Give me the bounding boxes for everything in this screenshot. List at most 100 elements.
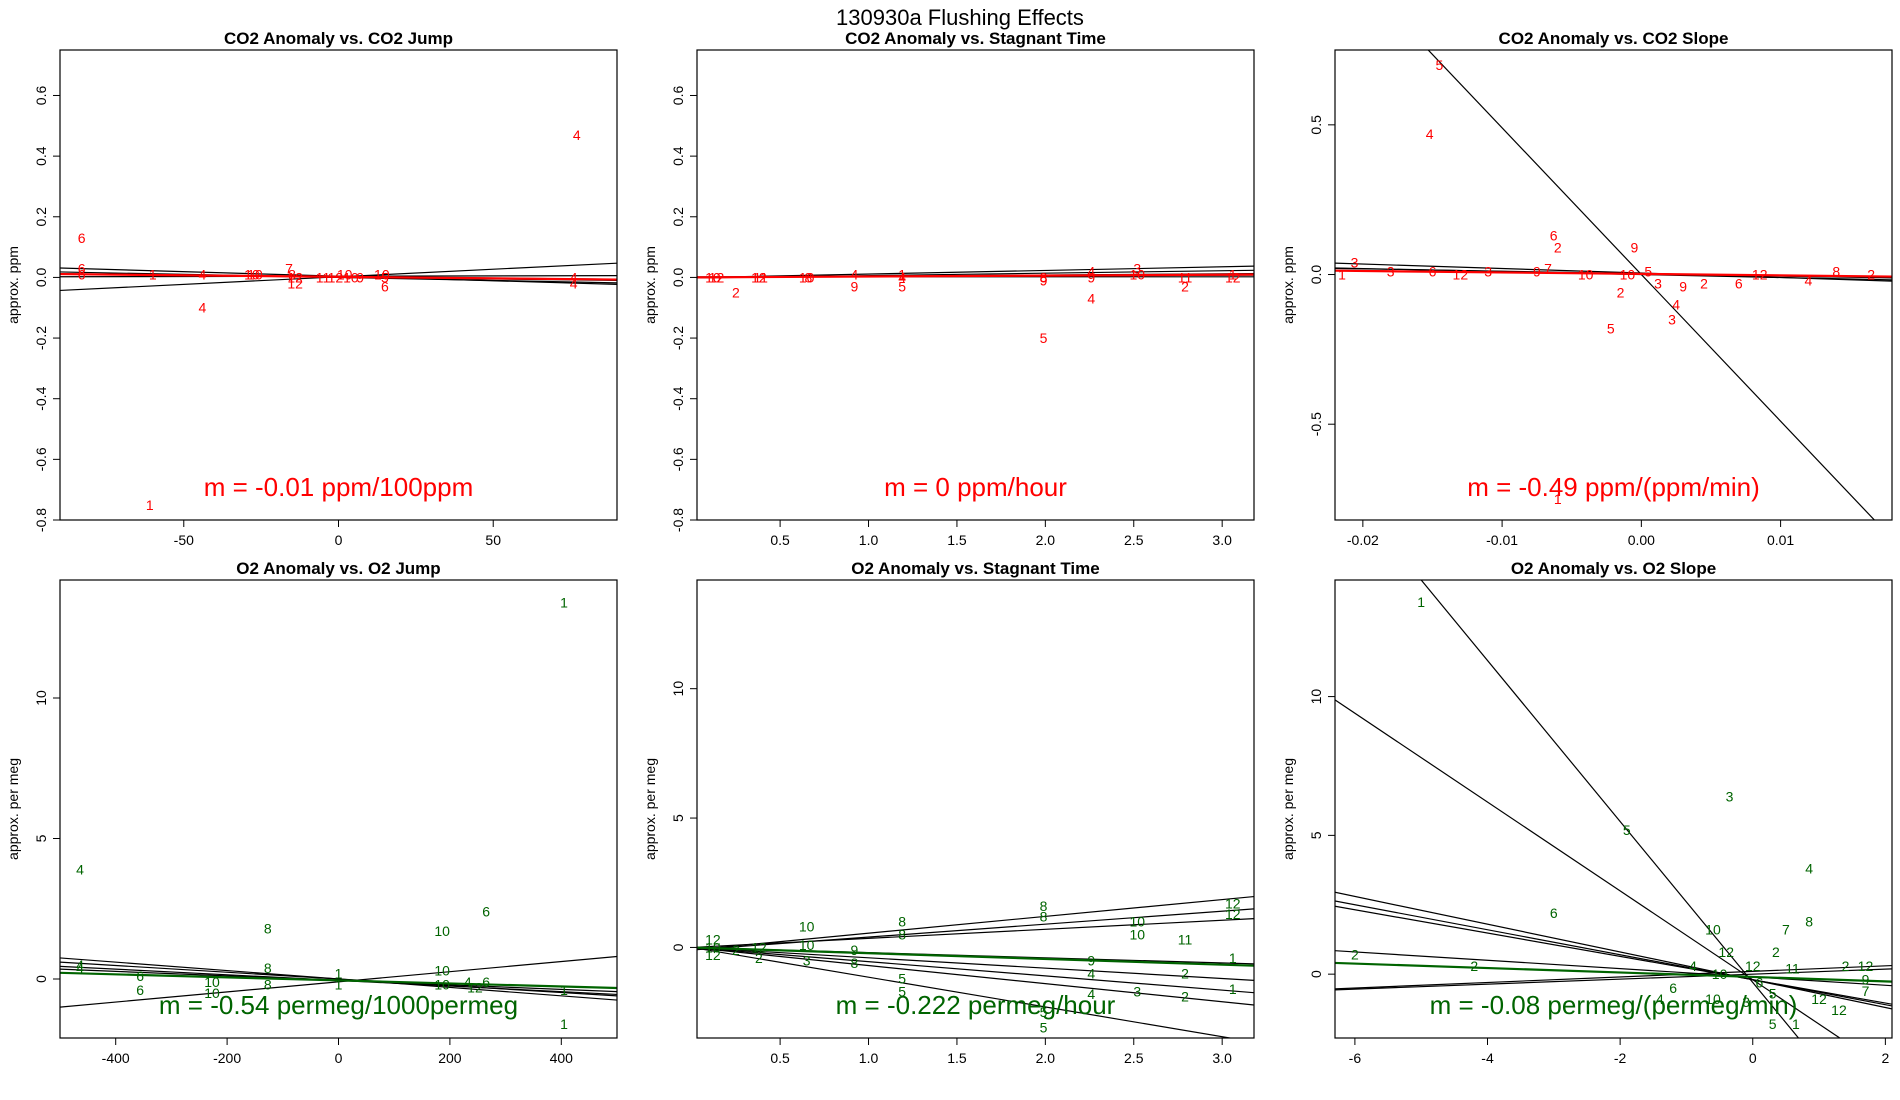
data-point: 10 (434, 963, 450, 979)
data-point: 10 (1130, 266, 1146, 282)
data-point: 5 (1769, 1016, 1777, 1032)
data-point: 10 (705, 269, 721, 285)
data-point: 8 (264, 977, 272, 993)
mean-fit-line (60, 272, 617, 281)
data-point: 1 (1229, 266, 1237, 282)
data-point: 2 (1351, 947, 1359, 963)
data-point: 9 (850, 942, 858, 958)
data-point: 2 (1772, 944, 1780, 960)
x-tick-label: 2.0 (1036, 1050, 1056, 1066)
fit-lines (1335, 50, 1892, 520)
data-point: 4 (1689, 958, 1697, 974)
data-point: 2 (1554, 240, 1562, 256)
data-point: 8 (850, 955, 858, 971)
chart-panel-2: CO2 Anomaly vs. Stagnant Time approx. ppm… (642, 29, 1255, 548)
data-point: 12 (1858, 958, 1874, 974)
data-point: 7 (1782, 922, 1790, 938)
x-tick-label: 3.0 (1212, 532, 1232, 548)
x-tick-label: -2 (1614, 1050, 1627, 1066)
data-point: 8 (1040, 898, 1048, 914)
x-tick-label: -4 (1481, 1050, 1494, 1066)
slope-annotation: m = -0.49 ppm/(ppm/min) (1467, 472, 1760, 502)
data-point: 4 (1805, 861, 1813, 877)
data-point: 10 (204, 974, 220, 990)
data-point: 8 (264, 920, 272, 936)
x-tick-label: 50 (485, 532, 501, 548)
y-tick-label: 0.5 (1308, 115, 1324, 135)
data-point: 4 (850, 266, 858, 282)
data-point: 3 (1726, 789, 1734, 805)
data-point: 2 (1181, 989, 1189, 1005)
panel-title: CO2 Anomaly vs. Stagnant Time (845, 29, 1106, 48)
data-point: 9 (356, 269, 364, 285)
data-point: 9 (1533, 264, 1541, 280)
mean-fit-line (1335, 269, 1892, 278)
data-point: 12 (1811, 991, 1827, 1007)
x-tick-label: 400 (550, 1050, 574, 1066)
data-point: 3 (1742, 994, 1750, 1010)
panel-title: O2 Anomaly vs. Stagnant Time (851, 559, 1099, 578)
data-point: 4 (76, 957, 84, 973)
data-point: 8 (1040, 269, 1048, 285)
data-point: 1 (560, 1016, 568, 1032)
x-tick-label: -200 (213, 1050, 241, 1066)
x-tick-label: 0 (1749, 1050, 1757, 1066)
fit-line (1335, 950, 1892, 987)
data-point: 5 (1040, 330, 1048, 346)
x-tick-label: 0.00 (1628, 532, 1655, 548)
data-point: 9 (1087, 952, 1095, 968)
y-tick-label: 10 (670, 681, 686, 697)
data-point: 4 (573, 127, 581, 143)
y-axis-label: approx. ppm (5, 246, 21, 324)
data-point: 5 (898, 983, 906, 999)
data-point: 12 (287, 275, 303, 291)
fit-line (697, 947, 1254, 1006)
data-point: 4 (1656, 991, 1664, 1007)
x-tick-label: 1.0 (859, 1050, 879, 1066)
y-tick-label: 0.6 (33, 86, 49, 106)
data-point: 11 (1178, 932, 1193, 948)
y-tick-label: -0.6 (33, 447, 49, 471)
data-point: 12 (1831, 1002, 1847, 1018)
plot-frame (696, 579, 1255, 1039)
data-point: 2 (1842, 958, 1850, 974)
x-tick-label: 0.5 (770, 532, 790, 548)
data-point: 12 (705, 932, 721, 948)
data-point: 1 (1229, 981, 1237, 997)
data-point: 4 (570, 275, 578, 291)
chart-panel-4: O2 Anomaly vs. O2 Jump approx. per meg 1 4 4… (5, 559, 618, 1066)
data-point: 8 (1805, 913, 1813, 929)
slope-annotation: m = -0.54 permeg/1000permeg (159, 990, 518, 1020)
fit-line (1427, 50, 1876, 520)
data-point: 10 (705, 939, 721, 955)
data-point: 2 (732, 942, 740, 958)
data-point: 11 (753, 269, 768, 285)
data-point: 8 (898, 914, 906, 930)
data-point: 3 (803, 952, 811, 968)
data-point: 4 (76, 960, 84, 976)
plot-frame (1334, 49, 1893, 521)
data-point: 6 (381, 279, 389, 295)
data-point: 10 (244, 266, 260, 282)
data-point: 1 (898, 266, 906, 282)
y-tick-label: -0.8 (670, 508, 686, 532)
fit-line (1335, 968, 1892, 991)
data-point: 10 (1130, 926, 1146, 942)
data-point: 8 (264, 960, 272, 976)
data-point: 9 (1087, 269, 1095, 285)
x-tick-label: -0.02 (1347, 532, 1379, 548)
fit-line (1335, 699, 1841, 1038)
data-point: 1 (1554, 491, 1562, 507)
fit-line (60, 955, 617, 1008)
y-tick-label: 5 (1308, 831, 1324, 839)
y-axis-label: approx. per meg (642, 758, 658, 860)
data-point: 4 (198, 300, 206, 316)
x-tick-label: 200 (438, 1050, 462, 1066)
fit-line (697, 895, 1254, 951)
data-point: 8 (805, 269, 813, 285)
data-point: 9 (850, 279, 858, 295)
fit-line (1335, 891, 1892, 1010)
